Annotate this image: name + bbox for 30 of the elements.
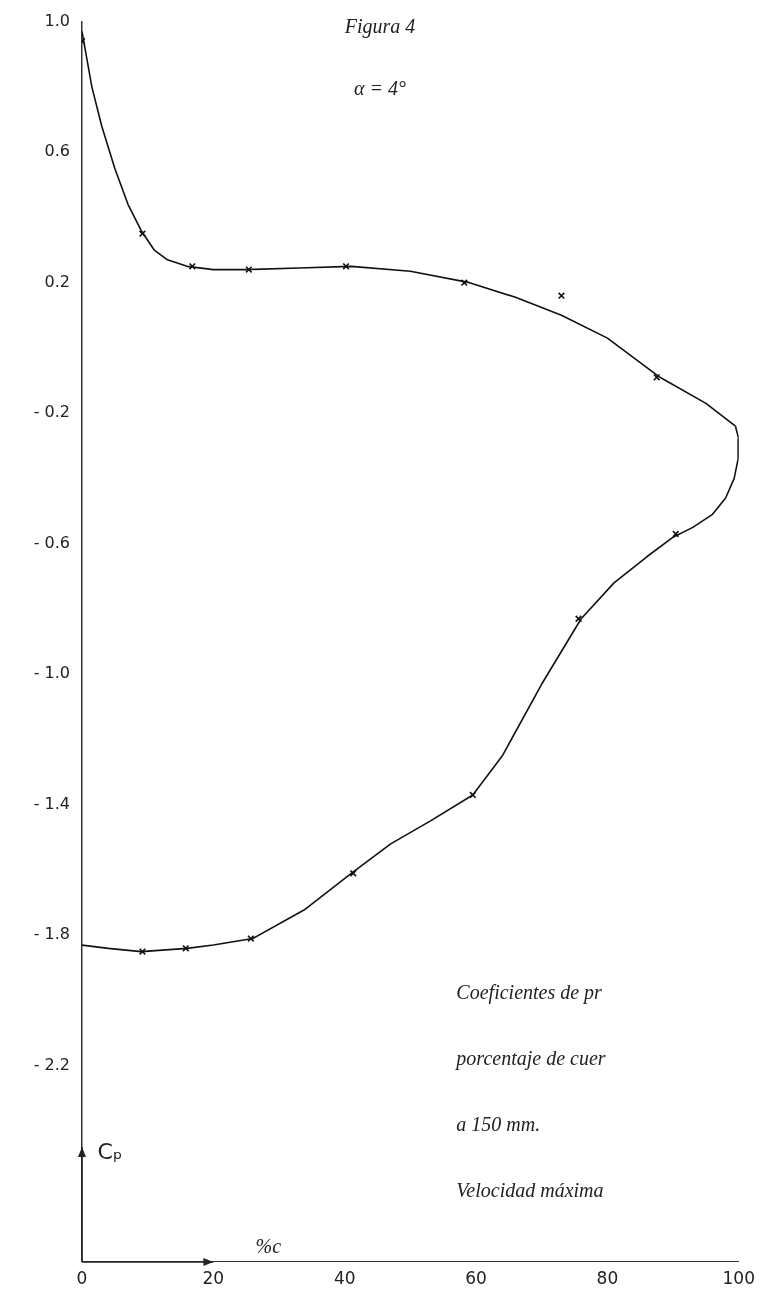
chart-title: Figura 4: [343, 15, 416, 39]
x-tick-label: 100: [722, 1268, 755, 1289]
point: [349, 869, 357, 877]
y-tick-label: - 0.2: [33, 402, 70, 422]
annotation: Coeficientes de pr: [456, 981, 603, 1005]
x-tick-label: 40: [333, 1268, 356, 1289]
y-tick-label: - 2.2: [33, 1054, 70, 1074]
text: α = 4°: [354, 77, 406, 100]
point: [188, 262, 196, 270]
x-tick-label: 80: [596, 1268, 619, 1289]
annotation: Velocidad máxima: [456, 1179, 604, 1202]
y-tick-label: 0.6: [44, 141, 70, 161]
y-tick-label: - 1.4: [33, 793, 70, 813]
annotation: a 150 mm.: [456, 1113, 541, 1136]
x-tick-label: 0: [76, 1268, 88, 1289]
y-tick-label: - 0.6: [33, 532, 70, 552]
y-tick-label: - 1.8: [33, 924, 70, 944]
point: [138, 230, 147, 238]
y-tick-label: - 1.0: [33, 663, 70, 683]
annotation: porcentaje de cuer: [454, 1047, 606, 1071]
point: [182, 944, 190, 952]
x-tick-label: 60: [465, 1268, 487, 1289]
x-axis-title: %c: [255, 1234, 282, 1257]
y-tick-label: 1.0: [44, 10, 70, 30]
point: [138, 947, 147, 956]
x-tick-label: 20: [202, 1268, 225, 1289]
y-axis-title: Cₚ: [97, 1139, 123, 1165]
point: [653, 373, 661, 381]
y-tick-label: 0.2: [44, 271, 70, 291]
point: [460, 279, 468, 287]
